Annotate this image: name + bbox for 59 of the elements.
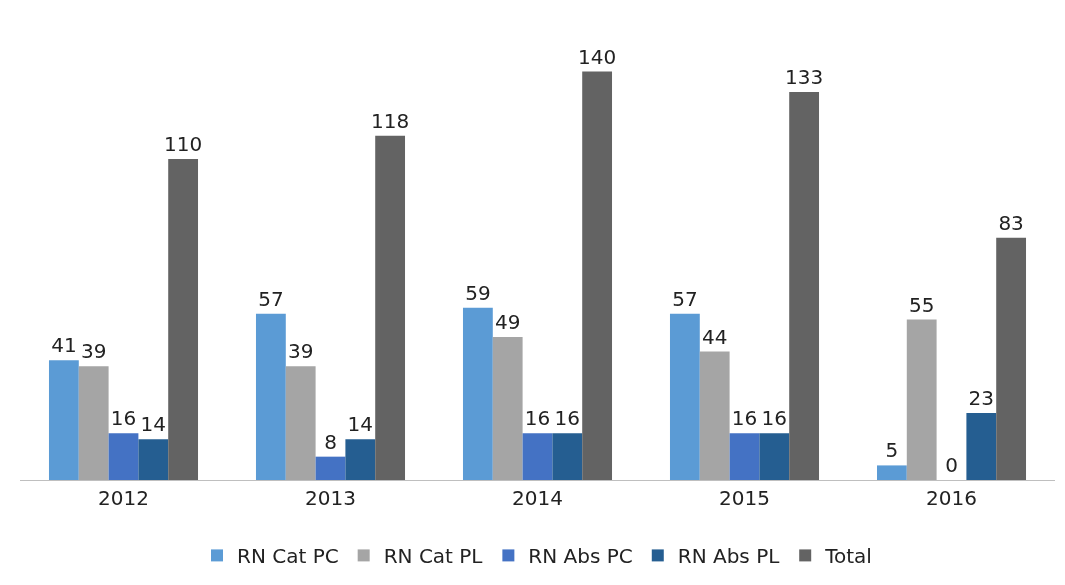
- data-label: 140: [578, 44, 617, 69]
- bar: [669, 313, 700, 480]
- bar: [996, 237, 1027, 480]
- legend-label: RN Cat PL: [383, 544, 484, 569]
- data-label: 57: [258, 286, 284, 311]
- data-label: 57: [672, 286, 698, 311]
- data-label: 0: [945, 453, 958, 477]
- bar: [138, 439, 169, 480]
- bar: [552, 433, 583, 480]
- bar: [345, 439, 376, 480]
- x-tick-label: 2013: [305, 486, 356, 510]
- bar: [876, 465, 907, 480]
- x-tick-label: 2012: [98, 486, 149, 510]
- data-label: 16: [731, 406, 758, 431]
- bar: [462, 307, 493, 480]
- data-label: 5: [885, 438, 899, 463]
- data-label: 14: [140, 412, 167, 437]
- data-label: 49: [494, 310, 521, 335]
- bar: [108, 433, 139, 480]
- data-label: 44: [701, 324, 728, 349]
- bar: [315, 456, 346, 480]
- data-label: 110: [164, 132, 203, 157]
- data-label: 16: [110, 406, 137, 431]
- data-label: 118: [371, 108, 410, 133]
- data-label: 83: [998, 210, 1024, 235]
- data-label: 23: [968, 385, 995, 410]
- bar: [759, 433, 790, 480]
- legend-label: RN Abs PL: [677, 544, 781, 569]
- bar: [699, 351, 730, 480]
- data-label: 16: [761, 406, 788, 431]
- legend-label: RN Cat PC: [237, 544, 339, 569]
- bar: [966, 412, 997, 480]
- bar: [729, 433, 760, 480]
- bar: [789, 91, 820, 480]
- data-label: 39: [80, 339, 107, 364]
- bar: [375, 135, 406, 480]
- x-tick-label: 2014: [512, 486, 563, 510]
- bar: [48, 360, 79, 480]
- data-label: 14: [347, 412, 374, 437]
- bar: [168, 159, 199, 480]
- data-label: 41: [51, 333, 77, 358]
- bar: [285, 366, 316, 480]
- data-label: 39: [287, 339, 314, 364]
- bar: [78, 366, 109, 480]
- data-label: 55: [908, 292, 935, 317]
- data-label: 16: [554, 406, 581, 431]
- bar: [906, 319, 937, 480]
- data-label: 16: [524, 406, 551, 431]
- bar: [255, 313, 286, 480]
- data-label: 8: [324, 429, 337, 454]
- data-label: 59: [465, 280, 491, 305]
- bar: [492, 337, 523, 480]
- x-tick-label: 2016: [926, 486, 977, 510]
- legend-label: Total: [824, 544, 872, 569]
- bar: [522, 433, 553, 480]
- x-tick-label: 2015: [719, 486, 770, 510]
- data-label: 133: [785, 64, 824, 89]
- legend-label: RN Abs PC: [528, 544, 633, 569]
- bar: [582, 71, 613, 480]
